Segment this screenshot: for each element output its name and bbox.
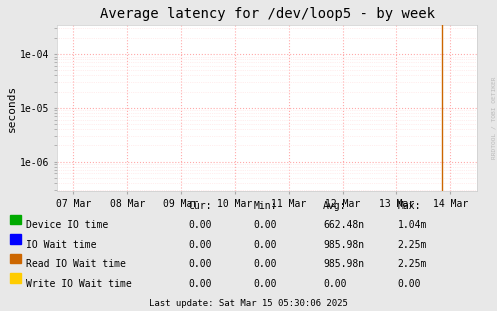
Text: 0.00: 0.00 <box>253 279 277 289</box>
Text: 985.98n: 985.98n <box>323 240 364 250</box>
Text: 2.25m: 2.25m <box>398 240 427 250</box>
Text: Last update: Sat Mar 15 05:30:06 2025: Last update: Sat Mar 15 05:30:06 2025 <box>149 299 348 308</box>
Text: Avg:: Avg: <box>323 201 346 211</box>
Text: 0.00: 0.00 <box>189 220 212 230</box>
Text: Cur:: Cur: <box>189 201 212 211</box>
Text: Read IO Wait time: Read IO Wait time <box>26 259 126 269</box>
Text: 662.48n: 662.48n <box>323 220 364 230</box>
Text: 1.04m: 1.04m <box>398 220 427 230</box>
Text: 985.98n: 985.98n <box>323 259 364 269</box>
Text: 0.00: 0.00 <box>323 279 346 289</box>
Text: 0.00: 0.00 <box>253 240 277 250</box>
Text: 0.00: 0.00 <box>398 279 421 289</box>
Text: Max:: Max: <box>398 201 421 211</box>
Text: 0.00: 0.00 <box>253 259 277 269</box>
Text: 0.00: 0.00 <box>189 279 212 289</box>
Title: Average latency for /dev/loop5 - by week: Average latency for /dev/loop5 - by week <box>99 7 435 21</box>
Text: 0.00: 0.00 <box>189 259 212 269</box>
Text: Device IO time: Device IO time <box>26 220 108 230</box>
Text: IO Wait time: IO Wait time <box>26 240 96 250</box>
Text: 2.25m: 2.25m <box>398 259 427 269</box>
Text: Write IO Wait time: Write IO Wait time <box>26 279 132 289</box>
Text: Min:: Min: <box>253 201 277 211</box>
Text: 0.00: 0.00 <box>253 220 277 230</box>
Text: 0.00: 0.00 <box>189 240 212 250</box>
Text: RRDTOOL / TOBI OETIKER: RRDTOOL / TOBI OETIKER <box>491 77 496 160</box>
Y-axis label: seconds: seconds <box>7 85 17 132</box>
